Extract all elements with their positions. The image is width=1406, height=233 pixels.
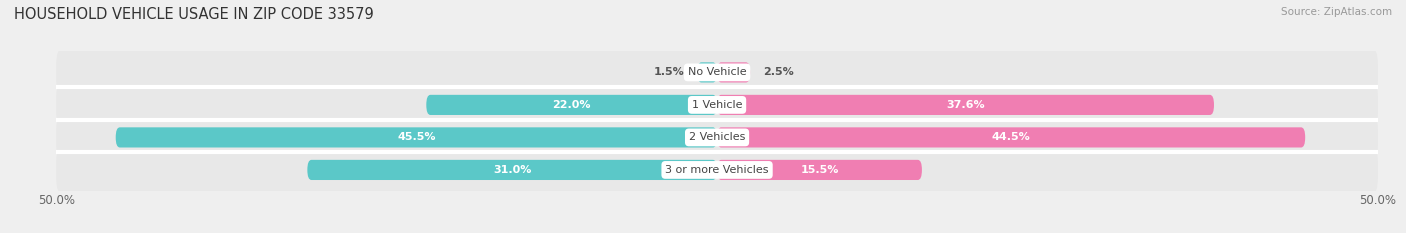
Text: 45.5%: 45.5%	[396, 132, 436, 142]
FancyBboxPatch shape	[56, 48, 1378, 97]
FancyBboxPatch shape	[308, 160, 717, 180]
Text: 2 Vehicles: 2 Vehicles	[689, 132, 745, 142]
Text: HOUSEHOLD VEHICLE USAGE IN ZIP CODE 33579: HOUSEHOLD VEHICLE USAGE IN ZIP CODE 3357…	[14, 7, 374, 22]
FancyBboxPatch shape	[426, 95, 717, 115]
Text: 22.0%: 22.0%	[553, 100, 591, 110]
Text: 3 or more Vehicles: 3 or more Vehicles	[665, 165, 769, 175]
FancyBboxPatch shape	[717, 62, 751, 82]
Text: 31.0%: 31.0%	[494, 165, 531, 175]
Text: No Vehicle: No Vehicle	[688, 67, 747, 77]
FancyBboxPatch shape	[56, 146, 1378, 194]
Text: 1.5%: 1.5%	[654, 67, 685, 77]
FancyBboxPatch shape	[115, 127, 717, 147]
FancyBboxPatch shape	[717, 127, 1305, 147]
Text: 44.5%: 44.5%	[991, 132, 1031, 142]
Text: Source: ZipAtlas.com: Source: ZipAtlas.com	[1281, 7, 1392, 17]
FancyBboxPatch shape	[56, 81, 1378, 129]
Text: 15.5%: 15.5%	[800, 165, 838, 175]
FancyBboxPatch shape	[697, 62, 717, 82]
Text: 1 Vehicle: 1 Vehicle	[692, 100, 742, 110]
FancyBboxPatch shape	[717, 160, 922, 180]
Text: 2.5%: 2.5%	[763, 67, 794, 77]
FancyBboxPatch shape	[717, 95, 1213, 115]
FancyBboxPatch shape	[56, 113, 1378, 162]
Text: 37.6%: 37.6%	[946, 100, 984, 110]
